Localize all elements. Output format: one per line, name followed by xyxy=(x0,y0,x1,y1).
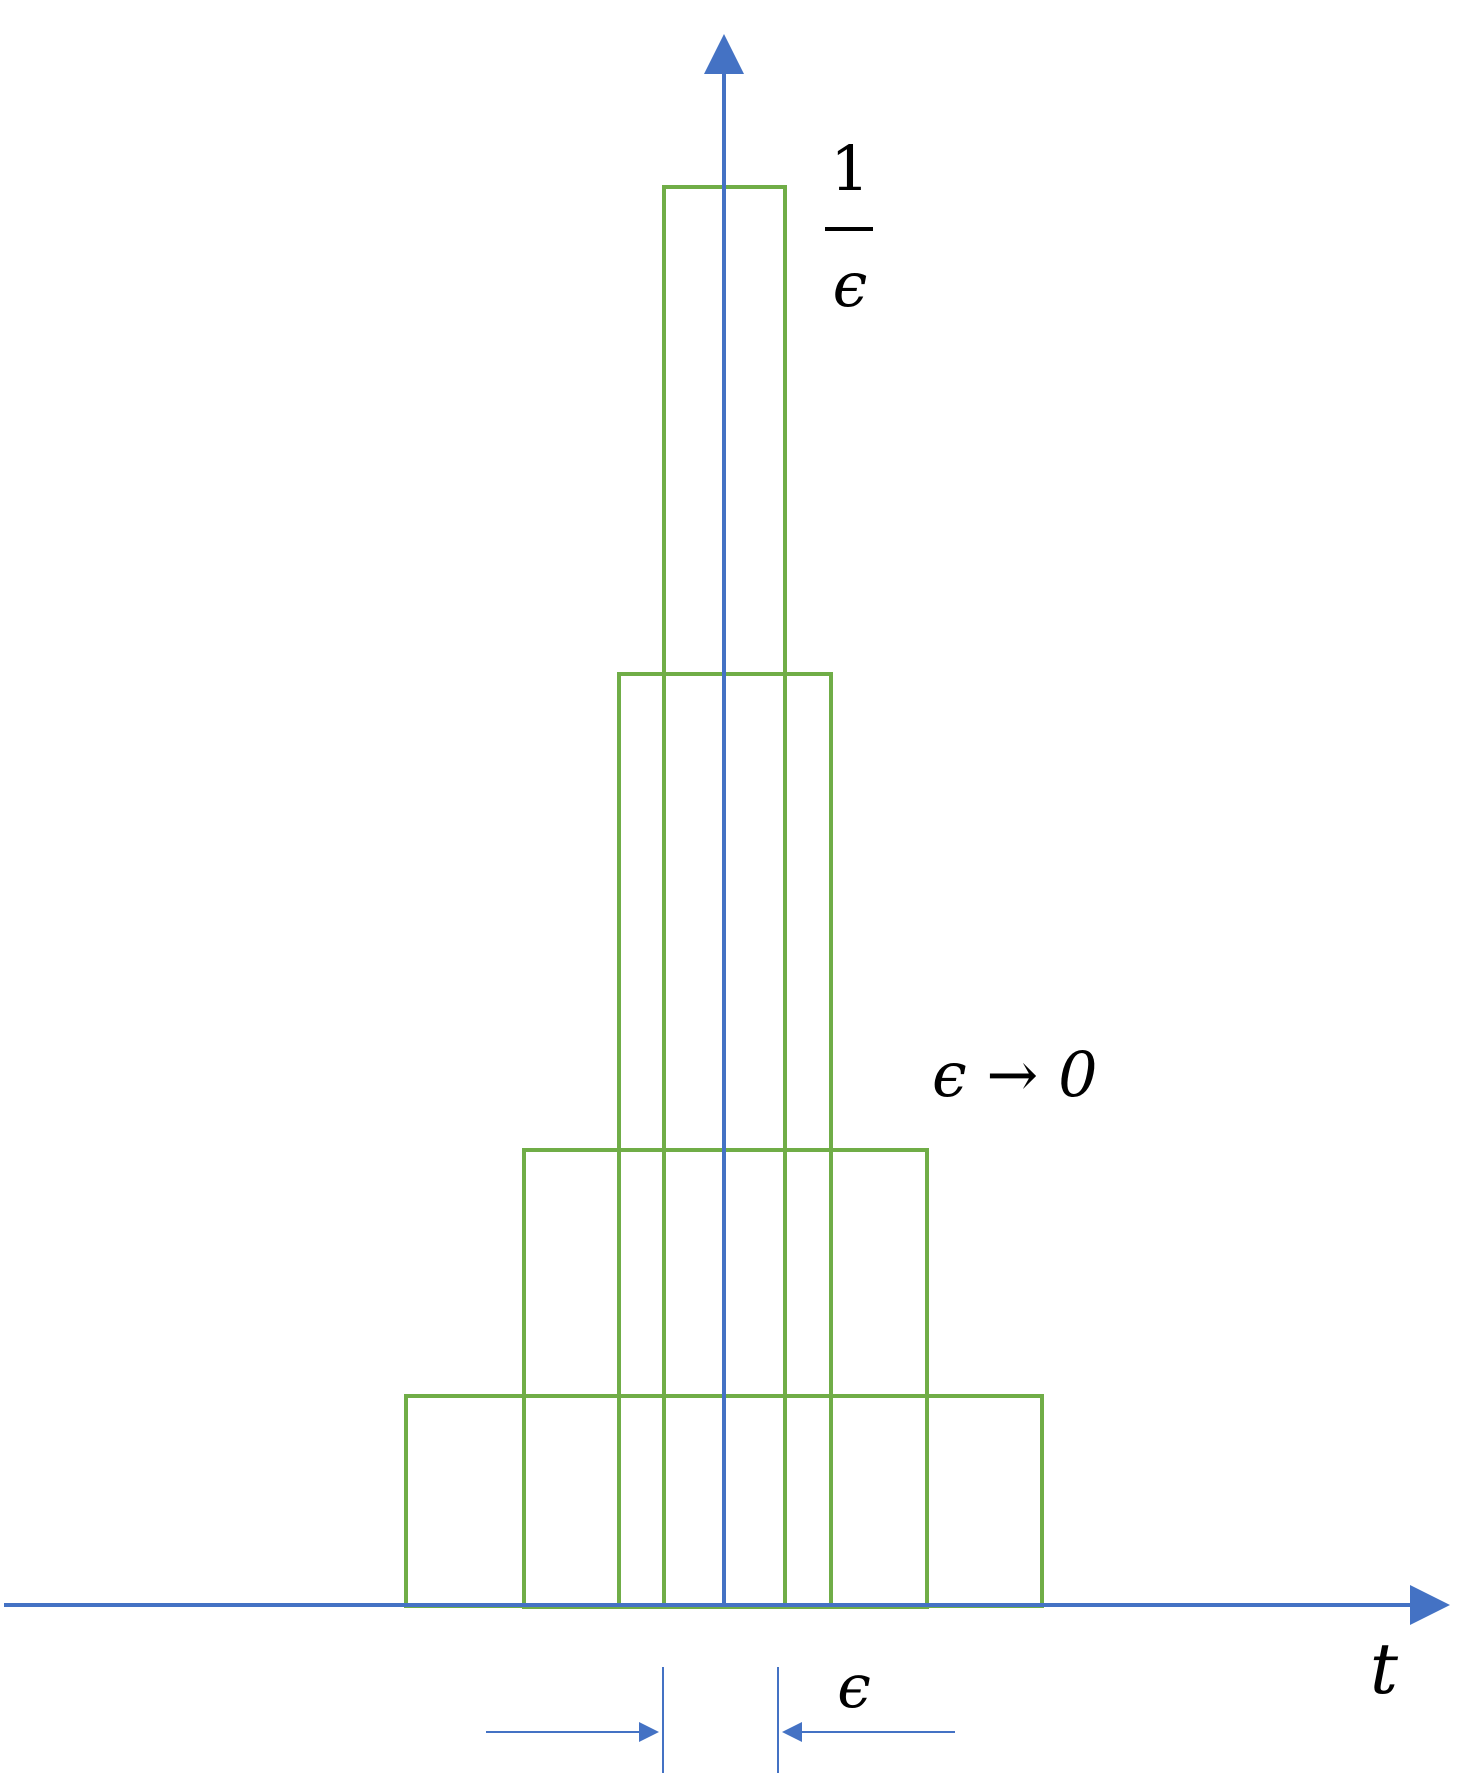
peak-numerator-label: 1 xyxy=(830,132,869,205)
width-label: ϵ xyxy=(837,1652,871,1722)
limit-label: ϵ → 0 xyxy=(932,1038,1098,1111)
time-axis-label: t xyxy=(1370,1628,1399,1710)
width-indicator xyxy=(486,1667,955,1773)
peak-denominator-label: ϵ xyxy=(833,248,868,321)
